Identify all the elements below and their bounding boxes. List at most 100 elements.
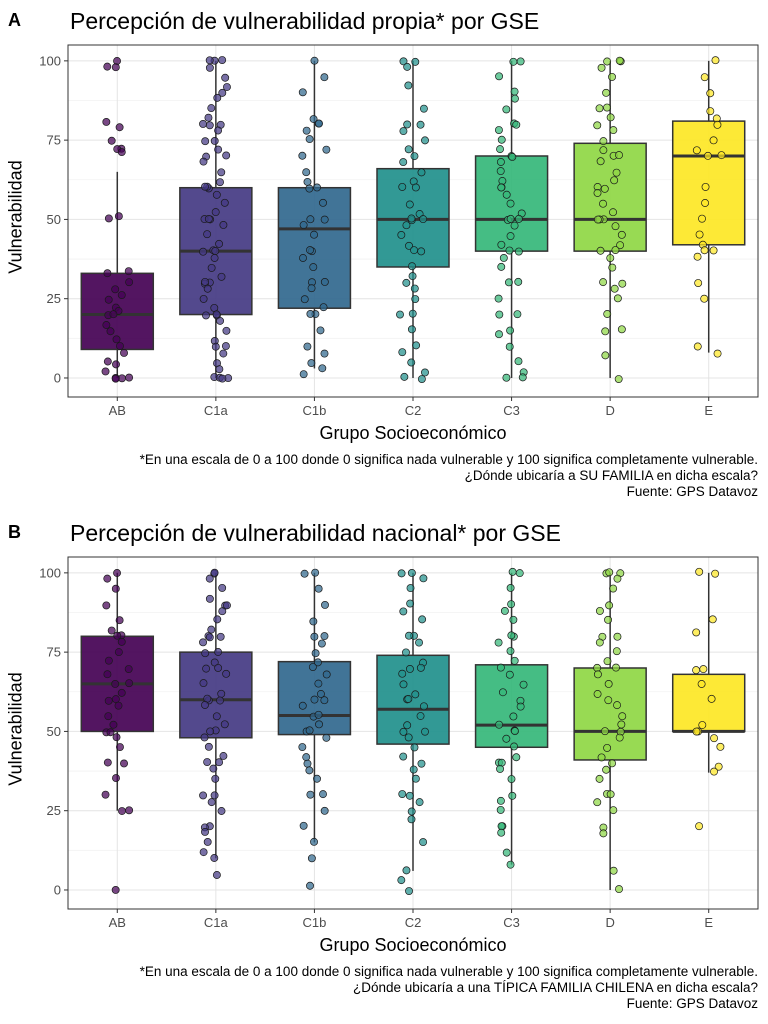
data-point (618, 712, 627, 721)
data-point (299, 254, 307, 262)
data-point (220, 198, 229, 207)
data-point (695, 567, 704, 576)
data-point (596, 246, 605, 255)
data-point (495, 72, 504, 81)
data-point (399, 127, 408, 136)
data-point (398, 790, 407, 798)
data-point (199, 247, 208, 256)
data-point (203, 230, 212, 239)
data-point (700, 73, 709, 82)
data-point (506, 326, 515, 335)
data-point (203, 838, 212, 846)
data-point (606, 113, 615, 122)
data-point (103, 357, 112, 366)
data-point (112, 733, 121, 742)
chart-title: Percepción de vulnerabilidad nacional* p… (70, 520, 561, 546)
data-point (608, 759, 616, 768)
x-tick-label: E (704, 403, 713, 418)
data-point (506, 214, 515, 223)
data-point (203, 758, 212, 766)
data-point (102, 321, 111, 329)
data-point (398, 348, 407, 357)
data-point (318, 364, 327, 373)
data-point (494, 294, 503, 303)
data-point (309, 263, 318, 272)
data-point (496, 764, 504, 773)
data-point (120, 348, 128, 357)
data-point (222, 151, 231, 160)
data-point (204, 742, 213, 751)
data-point (212, 310, 221, 319)
data-point (695, 230, 704, 239)
data-point (608, 72, 616, 81)
y-tick-label: 50 (47, 212, 61, 227)
data-point (300, 295, 309, 304)
x-tick-label: D (605, 915, 614, 930)
data-point (397, 876, 406, 885)
data-point (603, 57, 612, 66)
data-point (217, 807, 226, 815)
data-point (305, 184, 314, 193)
data-point (214, 663, 223, 672)
data-point (510, 221, 519, 230)
data-point (402, 648, 410, 657)
data-point (417, 759, 426, 768)
data-point (701, 199, 710, 207)
data-point (202, 664, 211, 673)
data-point (210, 791, 219, 800)
data-point (215, 365, 224, 374)
data-point (117, 291, 126, 299)
data-point (309, 617, 318, 626)
y-tick-label: 100 (39, 53, 61, 68)
data-point (306, 310, 315, 318)
data-point (506, 232, 515, 241)
box-C3 (474, 664, 549, 749)
source-line: Fuente: GPS Datavoz (626, 484, 758, 499)
data-point (211, 342, 220, 351)
x-tick-label: C1a (204, 915, 229, 930)
data-point (716, 742, 725, 751)
data-point (500, 607, 509, 615)
data-point (104, 295, 113, 304)
data-point (199, 791, 208, 800)
data-point (109, 310, 118, 319)
data-point (201, 827, 209, 836)
data-point (606, 254, 615, 262)
data-point (409, 765, 418, 774)
data-point (320, 73, 329, 82)
data-point (322, 733, 331, 742)
data-point (703, 151, 712, 160)
data-point (111, 63, 120, 72)
data-point (597, 63, 606, 72)
data-point (601, 351, 610, 360)
data-point (606, 790, 615, 799)
data-point (701, 182, 710, 191)
data-point (609, 866, 618, 875)
x-tick-label: D (605, 403, 614, 418)
data-point (698, 214, 706, 223)
data-point (112, 360, 120, 369)
data-point (699, 665, 708, 674)
data-point (692, 727, 701, 736)
plot-border (67, 556, 759, 910)
data-point (118, 807, 126, 815)
data-point (617, 230, 626, 239)
data-point (403, 62, 412, 71)
note-line: *En una escala de 0 a 100 donde 0 signif… (139, 964, 758, 979)
data-point (207, 798, 216, 807)
data-point (593, 690, 602, 698)
data-point (516, 702, 525, 711)
data-point (609, 806, 618, 815)
data-point (104, 214, 113, 223)
data-point (216, 632, 225, 641)
data-point (314, 710, 323, 719)
data-point (205, 633, 214, 642)
data-point (125, 373, 134, 382)
x-tick-label: C1b (302, 403, 326, 418)
data-point (317, 639, 326, 648)
data-point (107, 626, 116, 635)
data-point (604, 696, 613, 705)
data-point (399, 680, 408, 689)
data-point (305, 766, 314, 775)
data-point (509, 712, 518, 721)
